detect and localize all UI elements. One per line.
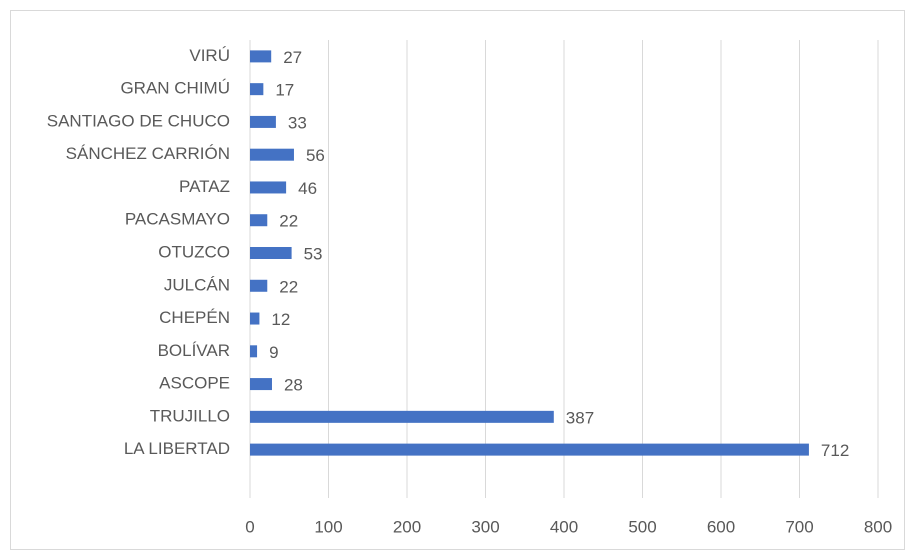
- value-label: 22: [279, 212, 298, 231]
- value-label: 9: [269, 343, 278, 362]
- bar: [250, 115, 276, 128]
- bar: [250, 312, 260, 325]
- y-tick-label: PATAZ: [179, 177, 230, 196]
- bar: [250, 345, 258, 358]
- value-label: 12: [271, 310, 290, 329]
- y-tick-label: SÁNCHEZ CARRIÓN: [66, 144, 230, 163]
- bar: [250, 378, 272, 391]
- x-tick-label: 100: [314, 517, 342, 536]
- bar: [250, 50, 272, 63]
- bar: [250, 214, 268, 227]
- y-tick-label: ASCOPE: [159, 374, 230, 393]
- value-label: 27: [283, 48, 302, 67]
- x-tick-label: 800: [864, 517, 892, 536]
- y-tick-label: TRUJILLO: [150, 406, 230, 425]
- x-tick-label: 400: [550, 517, 578, 536]
- x-tick-label: 500: [628, 517, 656, 536]
- value-label: 53: [304, 244, 323, 263]
- value-label: 33: [288, 113, 307, 132]
- value-label: 28: [284, 376, 303, 395]
- value-label: 22: [279, 277, 298, 296]
- value-label: 387: [566, 408, 594, 427]
- value-label: 56: [306, 146, 325, 165]
- x-tick-label: 700: [785, 517, 813, 536]
- y-tick-label: PACASMAYO: [125, 210, 230, 229]
- bar: [250, 279, 268, 292]
- y-tick-label: LA LIBERTAD: [124, 439, 230, 458]
- x-tick-label: 300: [471, 517, 499, 536]
- y-tick-label: VIRÚ: [189, 46, 230, 65]
- bar: [250, 247, 292, 259]
- bar: [250, 181, 287, 194]
- x-tick-label: 200: [393, 517, 421, 536]
- value-label: 17: [275, 81, 294, 100]
- bar: [250, 148, 294, 161]
- bar: [250, 83, 264, 96]
- x-tick-label: 600: [707, 517, 735, 536]
- bar: [250, 410, 554, 423]
- x-tick-label: 0: [245, 517, 254, 536]
- value-label: 46: [298, 179, 317, 198]
- y-tick-label: GRAN CHIMÚ: [120, 79, 230, 98]
- value-label: 712: [821, 441, 849, 460]
- y-tick-label: JULCÁN: [164, 275, 230, 294]
- y-tick-label: CHEPÉN: [159, 308, 230, 327]
- bar: [250, 443, 809, 456]
- y-tick-label: BOLÍVAR: [158, 341, 230, 360]
- y-tick-label: SANTIAGO DE CHUCO: [47, 111, 230, 130]
- chart-border: [10, 10, 905, 550]
- y-tick-label: OTUZCO: [158, 242, 230, 261]
